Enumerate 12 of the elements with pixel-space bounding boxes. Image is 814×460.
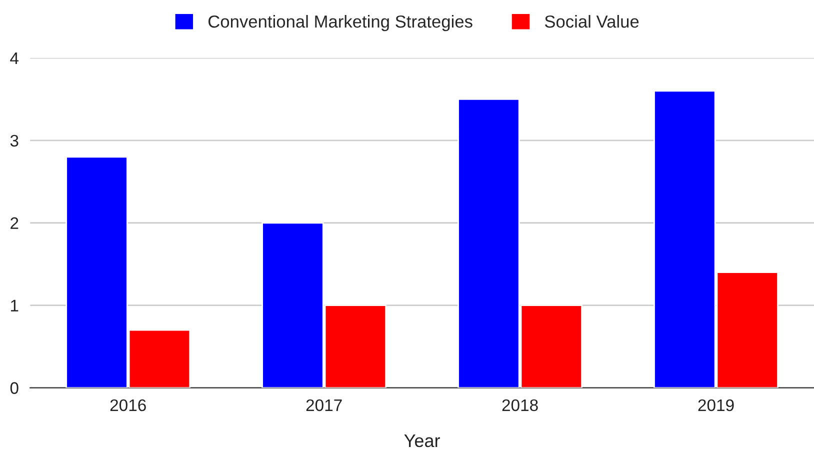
legend-label: Social Value (544, 14, 639, 28)
y-tick-label: 3 (10, 134, 18, 147)
x-tick-label: 2019 (698, 399, 734, 412)
x-tick-label: 2017 (306, 399, 342, 412)
x-tick-label: 2018 (502, 399, 538, 412)
x-tick-label: 2016 (110, 399, 146, 412)
y-tick-label: 0 (10, 382, 18, 394)
x-axis-title: Year (404, 434, 440, 448)
legend-label: Conventional Marketing Strategies (208, 14, 472, 32)
y-tick-label: 1 (11, 300, 18, 312)
y-tick-label: 4 (10, 52, 19, 64)
y-tick-label: 2 (10, 217, 18, 229)
